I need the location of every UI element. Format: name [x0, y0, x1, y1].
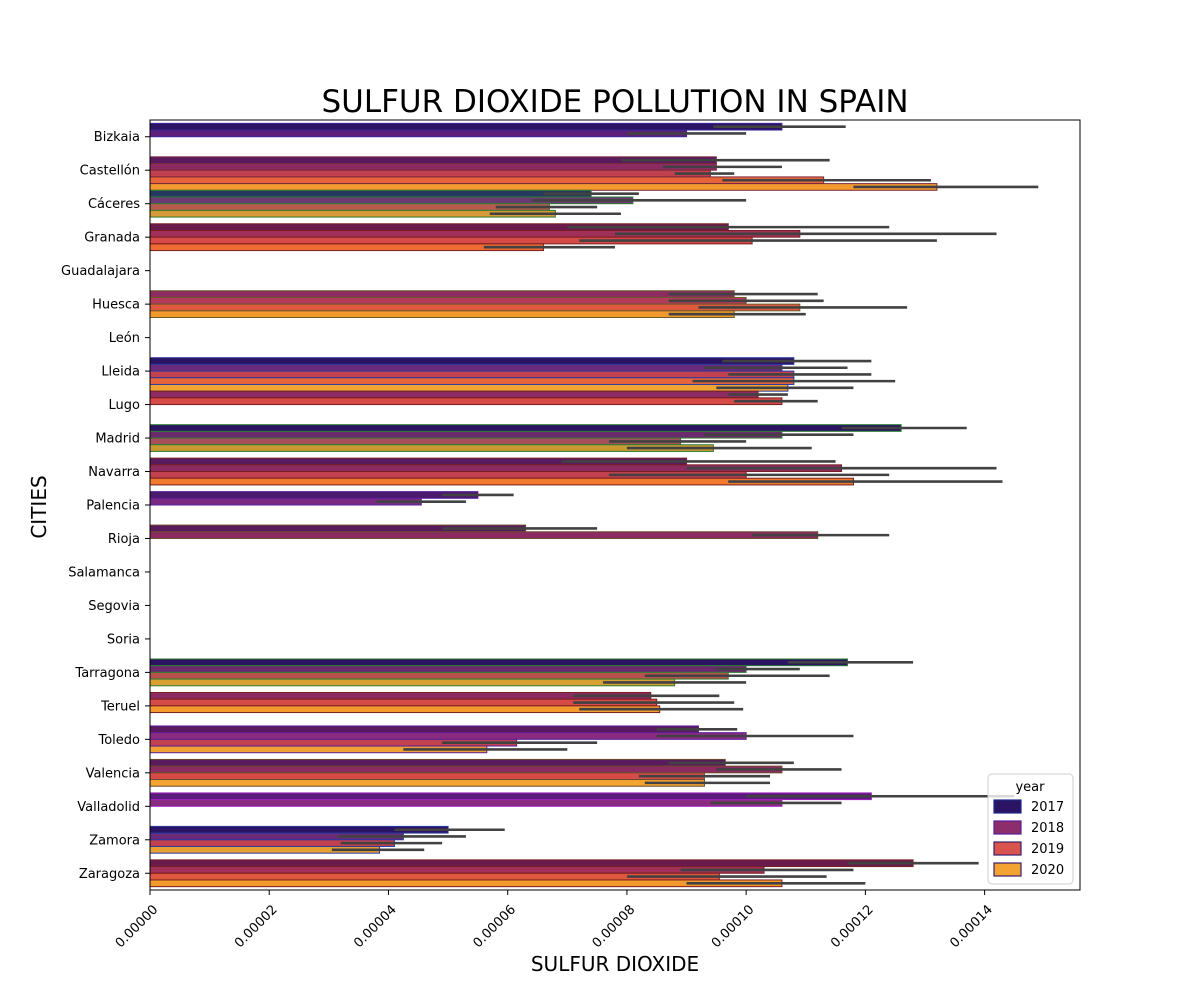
y-tick-label: Guadalajara	[61, 264, 140, 279]
y-tick-label: Teruel	[100, 699, 140, 714]
bar-rioja-1	[149, 531, 819, 539]
x-tick-label: 0.00006	[470, 902, 519, 951]
x-axis-ticks: 0.00000 0.00002 0.00004 0.00006 0.00008 0.000…	[113, 890, 996, 951]
legend-label-2017: 2017	[1031, 800, 1064, 815]
legend-swatch-2019	[993, 841, 1022, 856]
legend-label-2019: 2019	[1031, 842, 1064, 857]
chart-title: SULFUR DIOXIDE POLLUTION IN SPAIN	[321, 84, 908, 120]
bar-lugo-0	[149, 390, 759, 399]
bar-lleida-0	[149, 357, 795, 365]
y-tick-label: Navarra	[88, 465, 140, 480]
x-tick-label: 0.00008	[590, 902, 639, 951]
y-tick-label: Valladolid	[77, 800, 140, 815]
bar-madrid-1	[149, 430, 783, 439]
y-tick-label: León	[109, 331, 140, 346]
y-tick-label: Soria	[107, 632, 140, 647]
x-tick-label: 0.00010	[709, 902, 758, 951]
y-tick-label: Granada	[84, 231, 140, 246]
bar-palencia-0	[149, 491, 479, 499]
bar-tarragona-1	[149, 665, 747, 673]
legend-swatch-2018	[993, 820, 1022, 835]
y-tick-label: Lugo	[109, 398, 141, 413]
bar-cáceres-0	[149, 189, 592, 198]
bar-zaragoza-0	[149, 859, 914, 868]
y-tick-label: Zaragoza	[79, 867, 140, 882]
bar-bizkaia-0	[149, 122, 783, 131]
bar-cáceres-2	[149, 203, 550, 211]
y-tick-label: Lleida	[101, 365, 140, 380]
y-tick-label: Cáceres	[88, 197, 140, 212]
y-tick-label: Madrid	[95, 432, 140, 447]
y-tick-label: Tarragona	[74, 666, 140, 681]
y-tick-label: Toledo	[97, 733, 140, 748]
y-tick-label: Palencia	[86, 499, 140, 514]
legend-swatch-2017	[993, 799, 1022, 814]
bar-huesca-1	[149, 296, 747, 305]
y-tick-label: Salamanca	[68, 565, 140, 580]
bar-valencia-2	[149, 772, 705, 781]
y-tick-label: Zamora	[89, 833, 140, 848]
y-tick-label: Valencia	[86, 766, 140, 781]
y-tick-label: Rioja	[108, 532, 140, 547]
x-axis-label: SULFUR DIOXIDE	[531, 952, 699, 976]
bar-lleida-1	[149, 363, 783, 372]
bar-castellón-1	[149, 163, 717, 171]
bar-tarragona-3	[149, 678, 676, 687]
bar-madrid-2	[149, 437, 682, 446]
bar-lugo-1	[149, 397, 783, 406]
x-tick-label: 0.00012	[828, 902, 877, 951]
y-tick-label: Huesca	[92, 298, 140, 313]
bar-valencia-1	[149, 765, 783, 774]
y-tick-label: Bizkaia	[94, 130, 140, 145]
bar-toledo-0	[149, 725, 699, 734]
legend: year 2017 2018 2019 2020	[987, 773, 1074, 885]
x-tick-label: 0.00014	[947, 902, 996, 951]
x-tick-label: 0.00004	[351, 902, 400, 951]
legend-swatch-2020	[993, 862, 1022, 877]
y-axis-ticks: Bizkaia Castellón Cáceres Granada Guadalajar…	[61, 130, 150, 882]
bar-tarragona-2	[149, 671, 729, 680]
bar-castellón-2	[149, 169, 711, 178]
legend-label-2018: 2018	[1031, 821, 1064, 836]
bar-valencia-3	[149, 779, 705, 787]
y-tick-label: Castellón	[80, 164, 140, 179]
legend-title: year	[1015, 780, 1045, 795]
bar-castellón-4	[149, 183, 938, 191]
legend-label-2020: 2020	[1031, 863, 1064, 878]
bar-zaragoza-1	[149, 866, 765, 874]
bar-valencia-0	[149, 758, 726, 767]
bar-huesca-3	[149, 310, 735, 319]
x-tick-label: 0.00000	[113, 902, 162, 951]
bar-lleida-2	[149, 370, 795, 379]
y-axis-label: CITIES	[27, 475, 51, 538]
x-tick-label: 0.00002	[232, 902, 281, 951]
bar-huesca-0	[149, 290, 735, 298]
bar-valladolid-1	[149, 799, 783, 807]
bars-layer	[149, 122, 938, 888]
y-tick-label: Segovia	[88, 599, 140, 614]
bar-bizkaia-1	[149, 129, 688, 138]
error-bars-layer	[331, 125, 1039, 885]
bar-madrid-0	[149, 424, 902, 432]
bar-lleida-4	[149, 383, 789, 392]
bar-tarragona-0	[149, 658, 848, 667]
